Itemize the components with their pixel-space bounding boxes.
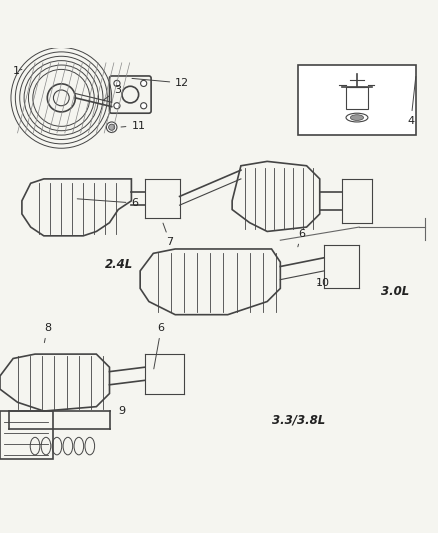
Ellipse shape [346,113,368,122]
Text: 3.0L: 3.0L [381,285,409,298]
Text: 6: 6 [77,198,138,208]
Bar [346,87,368,109]
Text: 1: 1 [13,66,22,76]
Circle shape [114,80,120,86]
Circle shape [114,103,120,109]
Ellipse shape [350,115,364,120]
Text: 3: 3 [103,85,121,101]
Text: 4: 4 [407,77,416,126]
Circle shape [109,124,115,130]
Bar [0,411,53,459]
Text: 7: 7 [163,223,173,247]
Text: 2.4L: 2.4L [105,258,133,271]
Circle shape [106,122,117,133]
Text: 12: 12 [132,78,189,88]
Text: 6: 6 [154,323,165,369]
Text: 6: 6 [298,229,305,247]
Circle shape [141,80,147,86]
Text: 3.3/3.8L: 3.3/3.8L [272,413,325,426]
Text: 9: 9 [118,406,125,416]
Bar [298,65,416,135]
Text: 10: 10 [315,278,329,288]
Text: 8: 8 [44,323,51,343]
Circle shape [141,103,147,109]
Text: 11: 11 [121,120,145,131]
